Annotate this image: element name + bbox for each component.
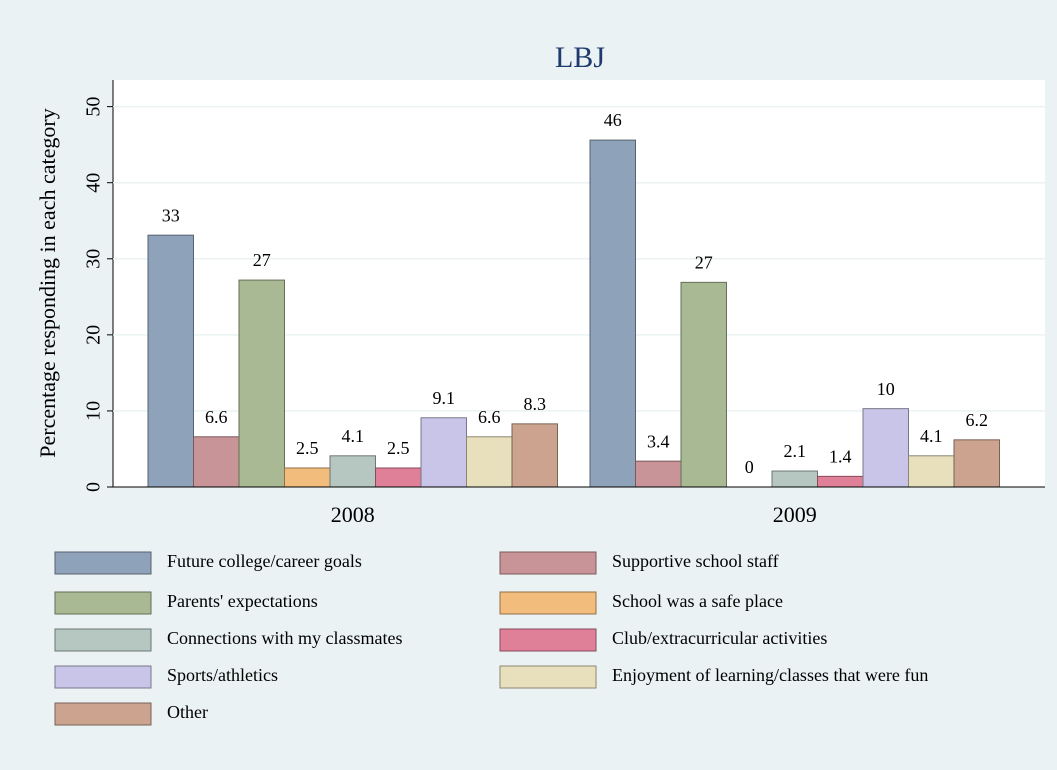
x-tick-label: 2008	[331, 502, 375, 527]
x-tick-label: 2009	[773, 502, 817, 527]
legend-label: Sports/athletics	[167, 665, 278, 685]
legend-swatch	[54, 702, 152, 726]
legend-swatch	[499, 591, 597, 615]
bar	[466, 436, 513, 488]
legend-label: Connections with my classmates	[167, 628, 402, 648]
value-label: 9.1	[433, 388, 456, 408]
value-label: 33	[162, 205, 180, 225]
legend-label: Supportive school staff	[612, 551, 779, 571]
legend-label: Parents' expectations	[167, 591, 318, 611]
legend-label: Future college/career goals	[167, 551, 362, 571]
legend-label: Club/extracurricular activities	[612, 628, 827, 648]
chart-title: LBJ	[555, 41, 605, 74]
value-label: 8.3	[524, 394, 547, 414]
value-label: 4.1	[920, 426, 943, 446]
bar	[375, 467, 422, 488]
value-label: 1.4	[829, 446, 852, 466]
bar	[680, 281, 727, 488]
value-label: 0	[745, 457, 754, 477]
bar	[147, 234, 194, 488]
value-label: 2.5	[296, 438, 319, 458]
y-tick-label: 0	[83, 482, 105, 492]
value-label: 27	[253, 250, 271, 270]
value-label: 3.4	[647, 431, 670, 451]
y-tick-label: 20	[83, 325, 105, 345]
value-label: 10	[877, 379, 895, 399]
value-label: 27	[695, 252, 713, 272]
bar	[908, 455, 955, 488]
value-label: 6.6	[205, 407, 228, 427]
y-tick-label: 10	[83, 401, 105, 421]
y-axis-label: Percentage responding in each category	[35, 108, 60, 457]
bar	[635, 460, 682, 488]
bar	[193, 436, 240, 488]
value-label: 46	[604, 110, 622, 130]
y-tick-label: 30	[83, 249, 105, 269]
value-label: 4.1	[342, 426, 365, 446]
legend-swatch	[499, 665, 597, 689]
y-tick-label: 40	[83, 173, 105, 193]
bar	[420, 417, 467, 488]
legend-swatch	[54, 591, 152, 615]
legend-swatch	[499, 551, 597, 575]
bar	[589, 139, 636, 488]
value-label: 2.1	[784, 441, 807, 461]
legend-swatch	[54, 551, 152, 575]
legend-label: Enjoyment of learning/classes that were …	[612, 665, 928, 685]
value-label: 2.5	[387, 438, 410, 458]
bar	[511, 423, 558, 488]
legend-swatch	[499, 628, 597, 652]
legend-swatch	[54, 665, 152, 689]
bar	[862, 408, 909, 488]
value-label: 6.6	[478, 407, 501, 427]
legend-swatch	[54, 628, 152, 652]
legend-label: School was a safe place	[612, 591, 783, 611]
bar	[238, 279, 285, 488]
bar	[953, 439, 1000, 488]
legend-label: Other	[167, 702, 208, 722]
bar	[817, 475, 864, 488]
bar	[329, 455, 376, 488]
bar	[284, 467, 331, 488]
value-label: 6.2	[966, 410, 989, 430]
bar	[771, 470, 818, 488]
y-tick-label: 50	[83, 97, 105, 117]
